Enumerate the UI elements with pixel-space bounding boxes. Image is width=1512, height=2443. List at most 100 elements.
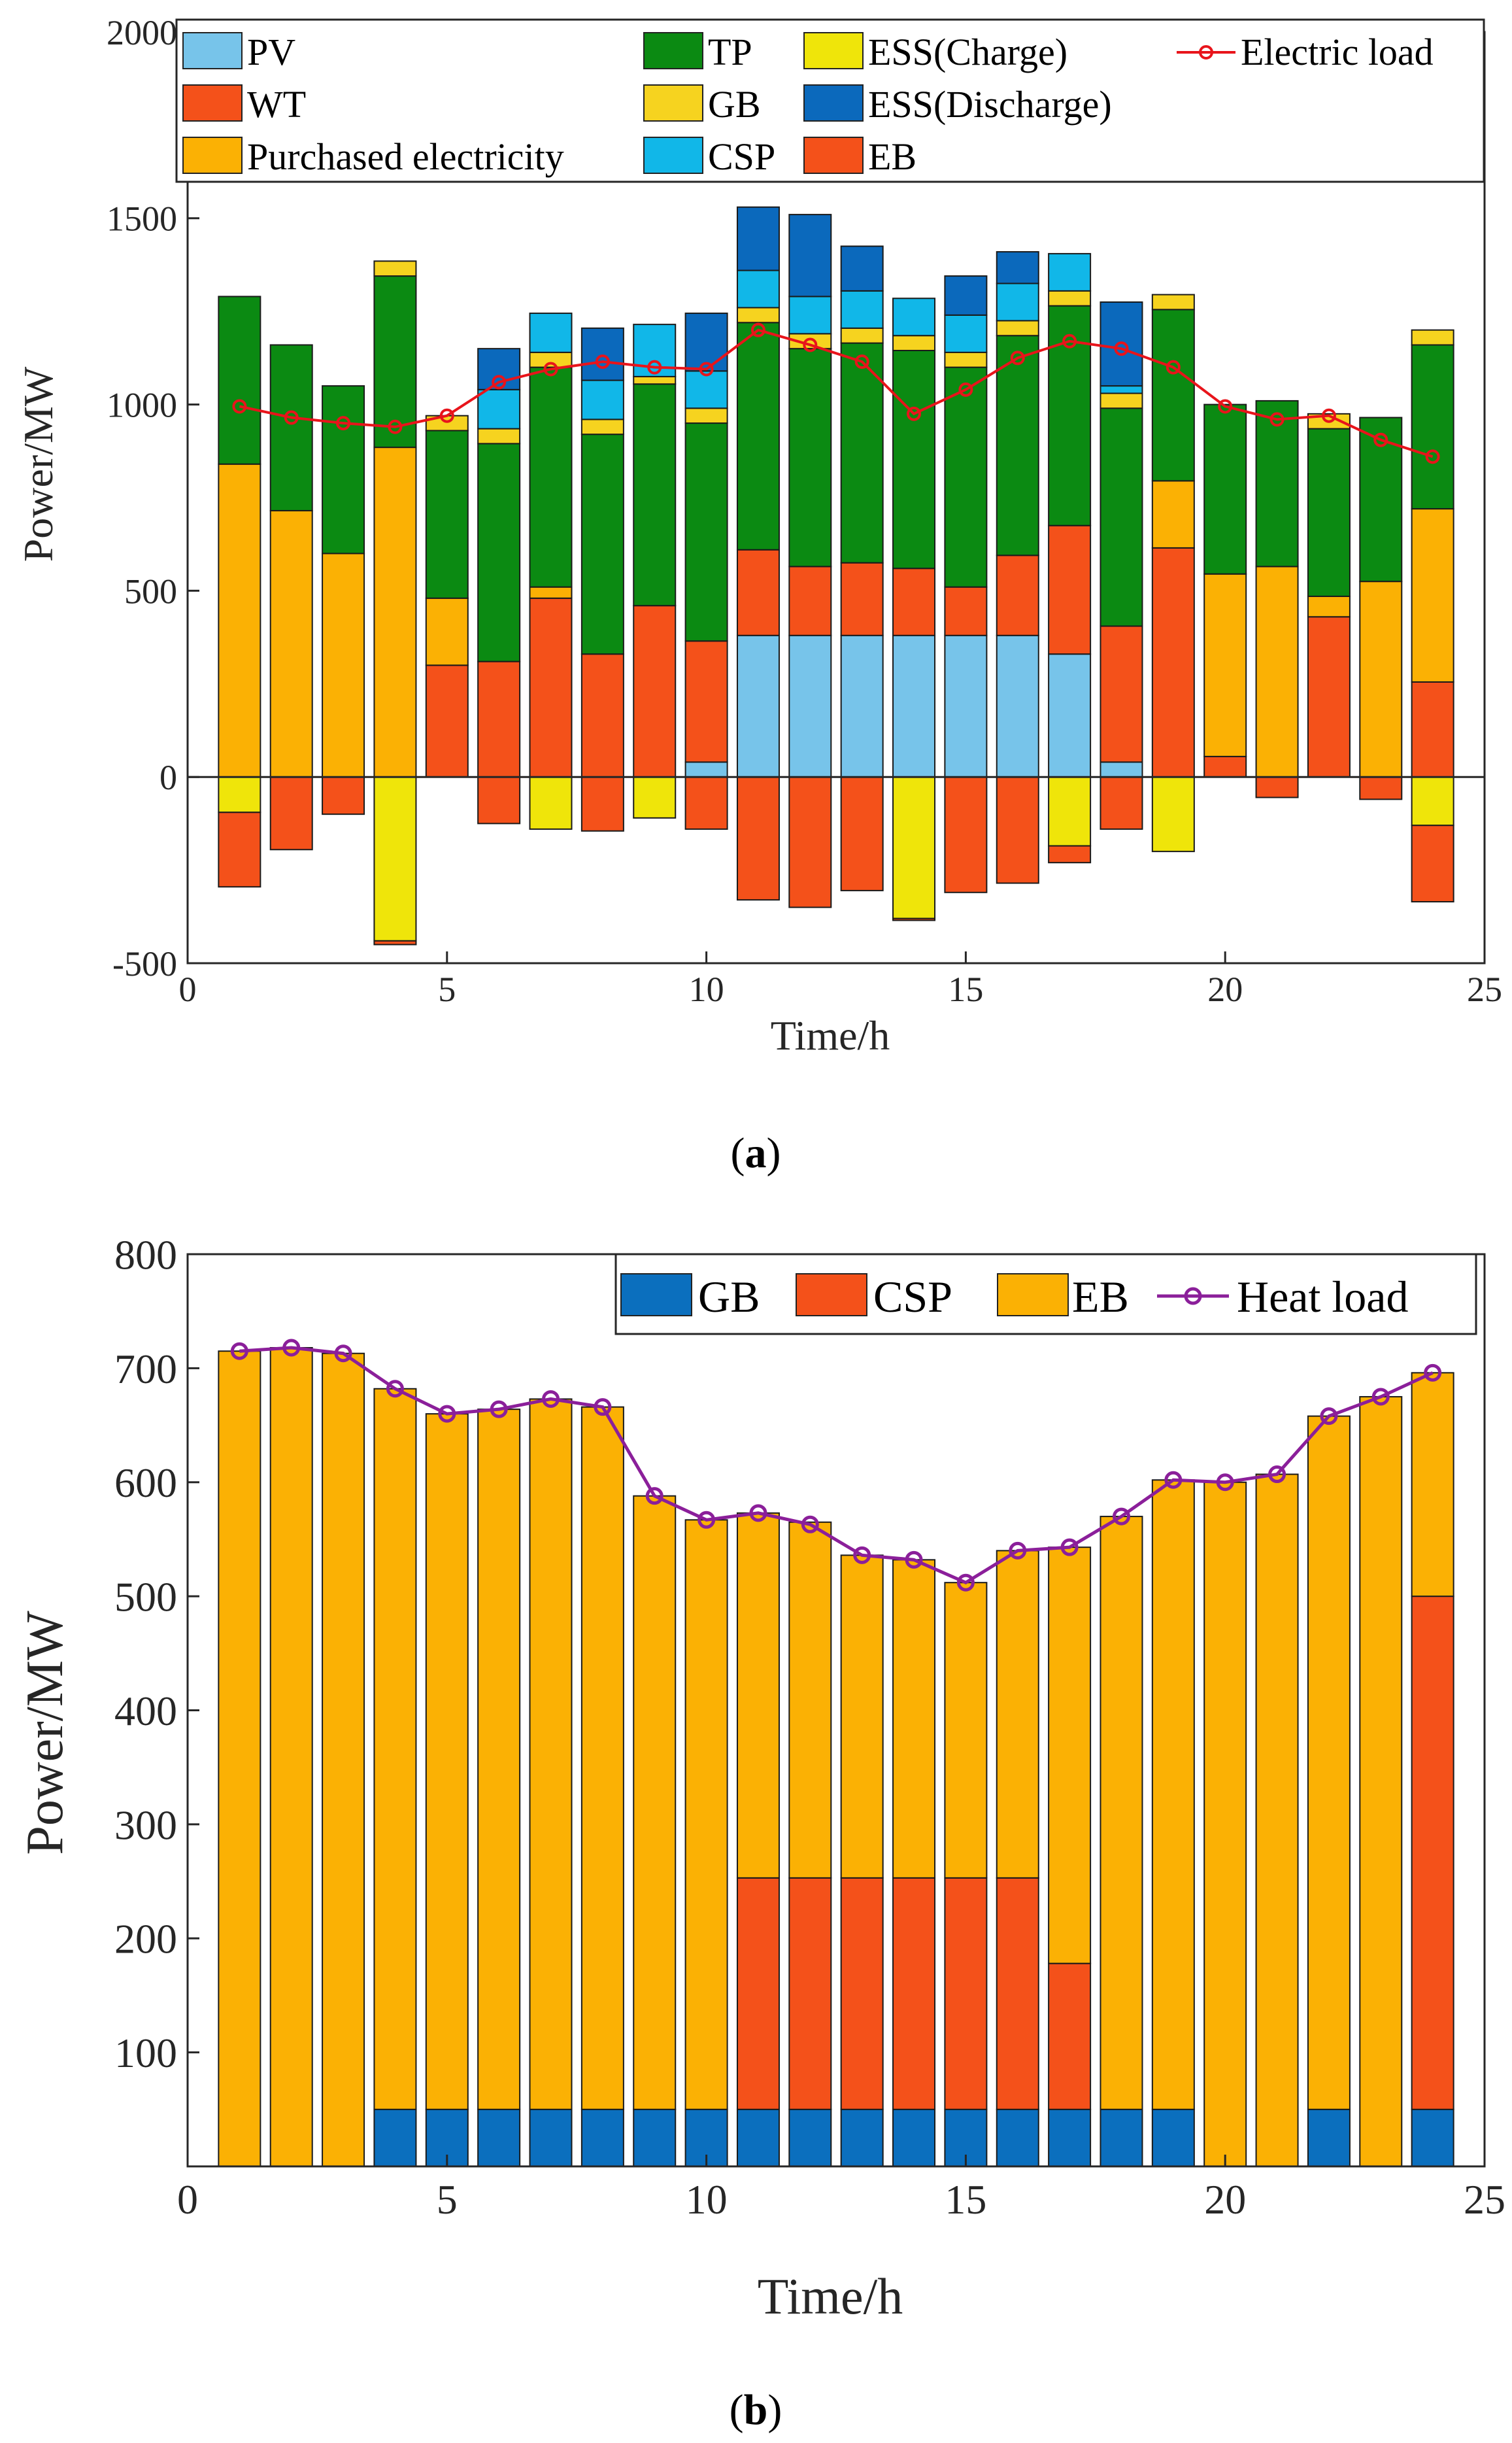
panel-a-bar-eb-h24 — [1411, 825, 1454, 903]
panel-a-bar-eb-h2 — [269, 776, 313, 851]
legend-swatch-csp — [643, 137, 703, 174]
panel-b-load-marker-h2 — [282, 1339, 301, 1357]
panel-b-load-marker-h8 — [594, 1398, 612, 1416]
panel-a-caption: (a) — [731, 1129, 781, 1177]
legend-swatch-ess-discharge — [803, 84, 864, 122]
panel-a-bar-csp-h10 — [684, 370, 728, 409]
panel-b-bar-eb-h20 — [1203, 1481, 1247, 2167]
panel-b-heat-balance: 0 5 10 15 20 25 100 200 300 400 500 600 700 800 Time/… — [16, 1231, 1505, 2434]
panel-a-bar-tp-h22 — [1307, 428, 1351, 597]
panel-b-load-marker-h1 — [230, 1342, 248, 1360]
panel-b-bar-eb-h10 — [684, 1519, 728, 2110]
panel-a-bar-tp-h4 — [373, 275, 417, 449]
legend-label-ess-charge: ESS(Charge) — [868, 31, 1067, 73]
panel-b-bar-csp-h11 — [736, 1877, 780, 2110]
panel-a-bar-gb-h10 — [684, 407, 728, 424]
panel-a-bar-gb-h18 — [1100, 392, 1143, 409]
panel-a-bar-purchased-electricity-h19 — [1151, 480, 1195, 549]
panel-a-bar-wt-h19 — [1151, 547, 1195, 778]
panel-a-load-marker-h18 — [1114, 341, 1129, 356]
panel-a-load-marker-h13 — [854, 354, 869, 369]
panel-a-ytick-label-0: 0 — [160, 758, 177, 797]
panel-b-bar-eb-h9 — [633, 1495, 677, 2110]
panel-b-bar-eb-h21 — [1255, 1473, 1299, 2167]
panel-b-xtick-label-0: 0 — [177, 2176, 198, 2223]
heat-load-line — [239, 1346, 1434, 1585]
panel-a-bar-csp-h18 — [1100, 385, 1143, 394]
panel-a-bar-wt-h5 — [425, 664, 469, 778]
panel-a-bar-pv-h11 — [736, 634, 780, 778]
panel-a-bar-tp-h14 — [892, 350, 936, 570]
panel-a-bar-wt-h8 — [580, 653, 624, 778]
panel-b-bar-csp-h24 — [1411, 1596, 1454, 2110]
heat-load-markers — [230, 1339, 1442, 1592]
panel-a-bar-eb-h18 — [1100, 776, 1143, 830]
legend-label-wt: WT — [247, 83, 306, 126]
panel-a-load-marker-h24 — [1425, 449, 1440, 464]
panel-a-bar-eb-h16 — [996, 776, 1039, 884]
panel-a-load-marker-h15 — [958, 382, 973, 397]
panel-a-bar-tp-h18 — [1100, 407, 1143, 627]
legend-label-gb: GB — [708, 83, 761, 126]
panel-a-bar-wt-h18 — [1100, 625, 1143, 763]
panel-a-bar-csp-h6 — [477, 388, 521, 430]
legend-label-ess-discharge: ESS(Discharge) — [868, 83, 1112, 126]
panel-b-bar-csp-h17 — [1048, 1962, 1092, 2110]
panel-a-bar-wt-h17 — [1048, 524, 1092, 655]
panel-a-bar-gb-h24 — [1411, 329, 1454, 346]
panel-a-bar-wt-h6 — [477, 660, 521, 778]
panel-a-xtick-label-10: 10 — [689, 970, 724, 1009]
panel-a-bar-purchased-electricity-h5 — [425, 597, 469, 666]
panel-a-load-marker-h2 — [284, 410, 299, 425]
panel-a-load-marker-h4 — [388, 419, 403, 434]
panel-b-bar-gb-h11 — [736, 2108, 780, 2167]
panel-b-bar-gb-h8 — [580, 2108, 624, 2167]
panel-b-bar-eb-h2 — [269, 1346, 313, 2167]
panel-a-bar-csp-h7 — [529, 313, 573, 353]
panel-a-bar-tp-h15 — [944, 366, 988, 588]
panel-b-load-marker-h14 — [905, 1550, 923, 1569]
panel-b-bar-gb-h9 — [633, 2108, 677, 2167]
panel-a-load-marker-h14 — [907, 406, 922, 421]
panel-a-xtick-label-20: 20 — [1207, 970, 1243, 1009]
panel-b-ytick-label-400: 400 — [114, 1688, 177, 1734]
panel-a-bar-ess-discharge-h13 — [840, 245, 884, 292]
legend-marker-electric-load — [1199, 45, 1213, 60]
panel-a-bar-csp-h17 — [1048, 252, 1092, 292]
panel-a-bar-tp-h1 — [218, 296, 261, 465]
panel-a-bar-ess-charge-h24 — [1411, 776, 1454, 827]
legend-label-eb: EB — [868, 135, 916, 178]
panel-b-bar-eb-h3 — [322, 1352, 365, 2167]
panel-a-load-marker-h5 — [439, 408, 454, 423]
legend-label-heat-load: Heat load — [1237, 1272, 1408, 1322]
panel-b-bar-eb-h17 — [1048, 1546, 1092, 1964]
panel-a-bar-tp-h10 — [684, 422, 728, 642]
panel-b-load-marker-h12 — [801, 1515, 819, 1533]
panel-b-load-marker-h13 — [853, 1546, 871, 1564]
panel-a-bar-wt-h7 — [529, 597, 573, 778]
panel-a-caption-letter: a — [745, 1129, 767, 1177]
panel-a-bar-tp-h7 — [529, 366, 573, 588]
panel-b-load-marker-h23 — [1371, 1388, 1390, 1406]
panel-a-bar-purchased-electricity-h23 — [1359, 581, 1403, 778]
panel-b-load-marker-h4 — [386, 1380, 404, 1398]
panel-b-bar-eb-h24 — [1411, 1372, 1454, 1597]
panel-b-bar-eb-h23 — [1359, 1395, 1403, 2167]
panel-a-bar-ess-discharge-h15 — [944, 275, 988, 316]
panel-b-bar-gb-h6 — [477, 2108, 521, 2167]
panel-a-xlabel: Time/h — [771, 1012, 890, 1059]
panel-b-load-marker-h6 — [490, 1400, 508, 1418]
panel-a-bar-gb-h13 — [840, 327, 884, 344]
panel-a-bar-tp-h21 — [1255, 400, 1299, 568]
panel-a-legend: PV WT Purchased electricity TP GB CSP ES… — [175, 18, 1485, 183]
panel-a-bar-wt-h13 — [840, 562, 884, 636]
panel-a-load-marker-h11 — [750, 322, 765, 337]
panel-a-xtick-label-15: 15 — [948, 970, 983, 1009]
panel-b-legend-box — [614, 1253, 1477, 1335]
panel-b-bar-gb-h14 — [892, 2108, 936, 2167]
panel-b-bar-eb-h5 — [425, 1413, 469, 2110]
panel-a-bar-pv-h17 — [1048, 653, 1092, 778]
